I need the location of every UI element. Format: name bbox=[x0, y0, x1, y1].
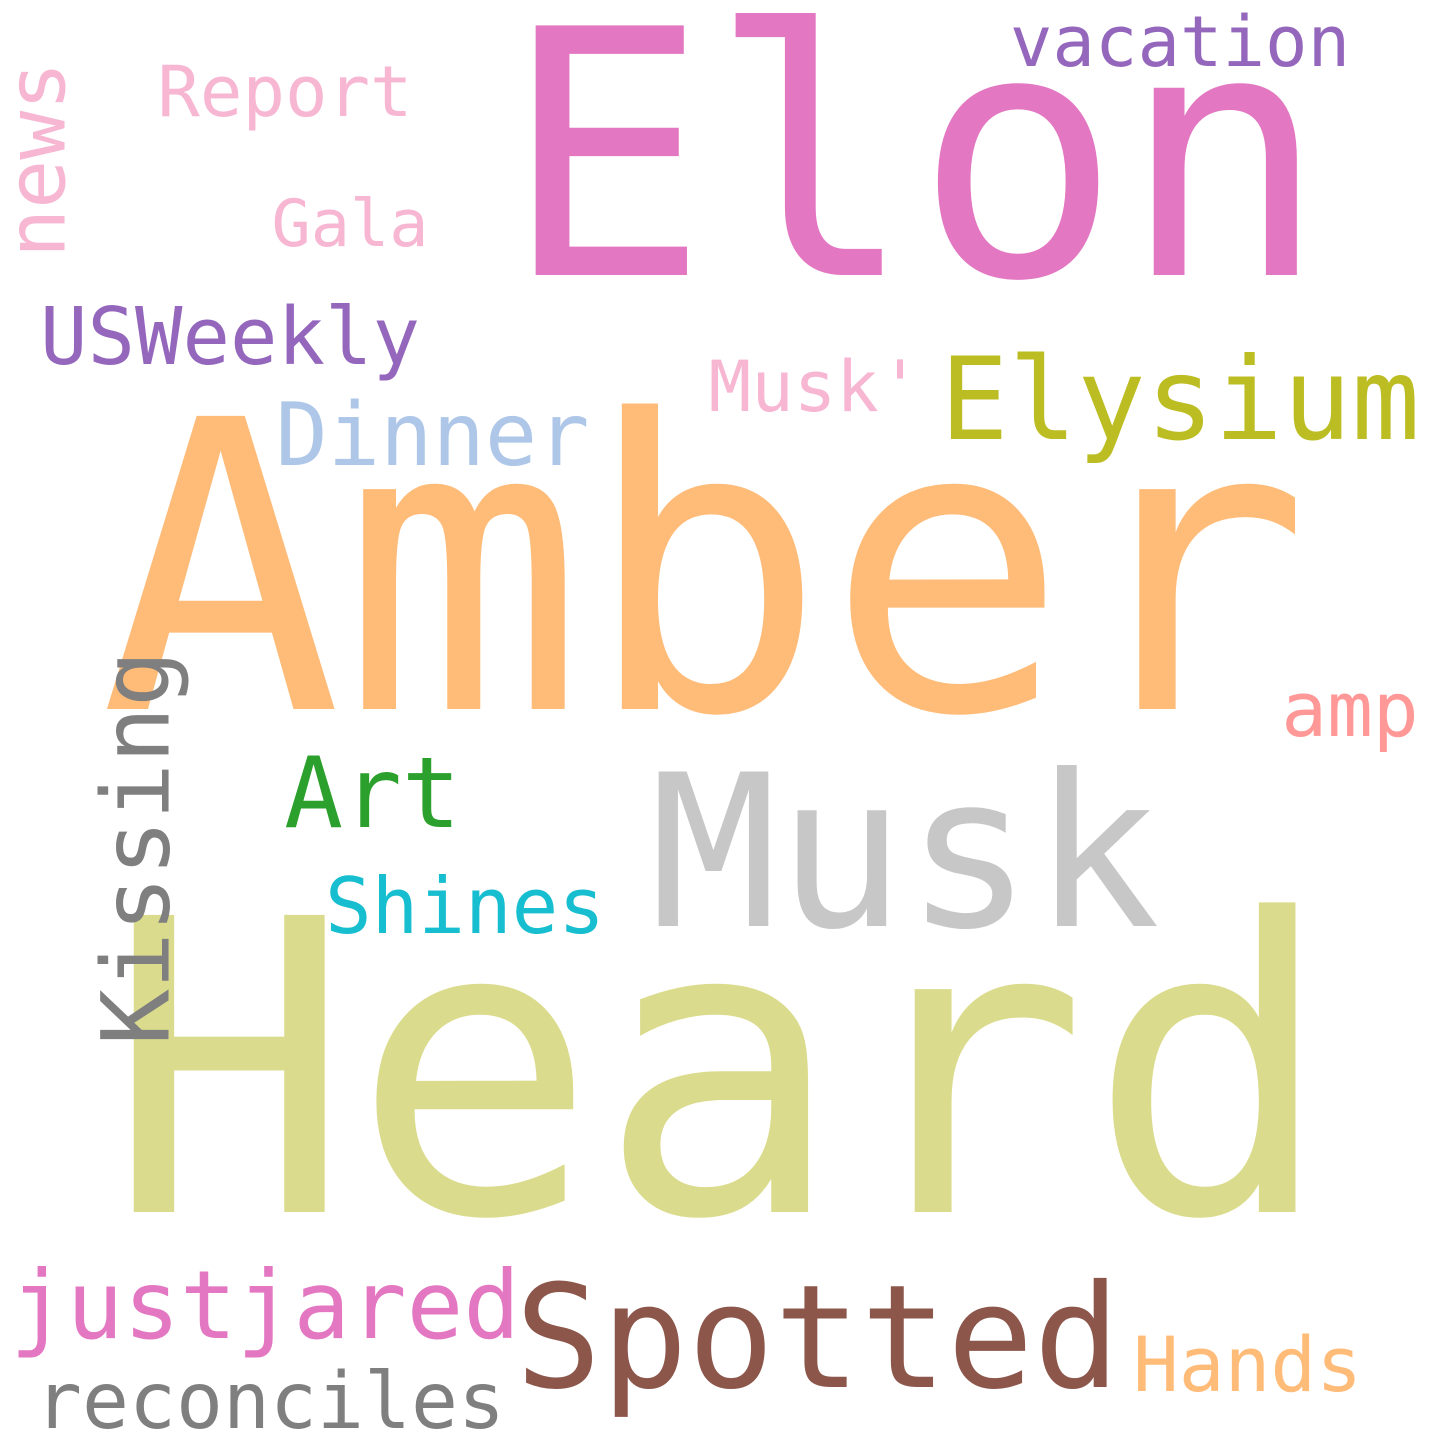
word-amp: amp bbox=[1281, 664, 1419, 754]
word-musk: Musk bbox=[649, 728, 1161, 976]
word-vacation: vacation bbox=[1009, 0, 1351, 84]
word-justjared: justjared bbox=[9, 1252, 520, 1362]
word-elysium: Elysium bbox=[940, 333, 1420, 467]
word-dinner: Dinner bbox=[275, 383, 590, 486]
word-heard: Heard bbox=[106, 834, 1334, 1309]
word-amber: Amber bbox=[99, 335, 1311, 804]
word-spotted: Spotted bbox=[515, 1253, 1120, 1421]
word-usweekly: USWeekly bbox=[40, 291, 420, 384]
word-reconciles: reconciles bbox=[35, 1357, 505, 1440]
word-kissing: Kissing bbox=[82, 650, 192, 1045]
word-musk-quote: Musk' bbox=[708, 345, 922, 429]
word-gala: Gala bbox=[271, 186, 429, 263]
word-shines: Shines bbox=[325, 861, 605, 952]
word-news: news bbox=[0, 61, 85, 259]
word-art: Art bbox=[284, 737, 461, 852]
word-report: Report bbox=[157, 50, 413, 134]
word-hands: Hands bbox=[1132, 1319, 1362, 1409]
word-elon: Elon bbox=[502, 0, 1328, 357]
